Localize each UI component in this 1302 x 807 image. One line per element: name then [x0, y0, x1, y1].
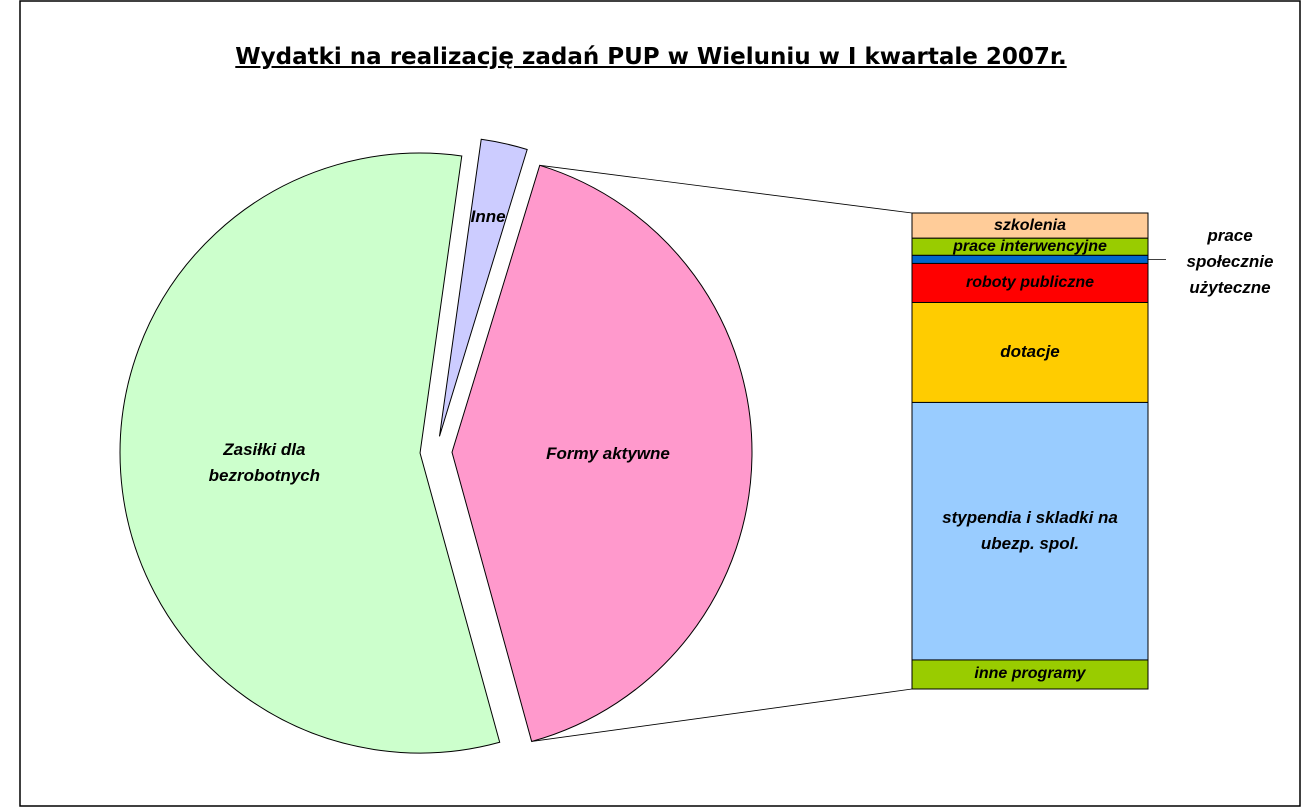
data-label: Inne	[470, 206, 506, 226]
data-label: stypendia i skladki na ubezp. spol.	[942, 508, 1118, 554]
data-label: prace interwencyjne	[953, 237, 1107, 255]
bar-segment	[911, 301, 1149, 403]
connector	[531, 688, 913, 742]
data-label: Formy aktywne	[546, 444, 670, 464]
data-label: roboty publiczne	[966, 273, 1094, 291]
frame	[19, 0, 1301, 807]
bar-segment	[911, 212, 1149, 239]
data-label: szkolenia	[993, 216, 1067, 234]
bar-segment	[911, 401, 1149, 661]
pie-slice	[451, 164, 753, 743]
data-label: inne programy	[974, 665, 1086, 683]
pie-slice	[119, 152, 501, 754]
bar-segment	[911, 262, 1149, 303]
connector	[539, 164, 913, 214]
bar-segment	[911, 659, 1149, 690]
chart-title: Wydatki na realizację zadań PUP w Wielun…	[235, 44, 1067, 70]
bar-segment	[911, 254, 1149, 264]
pie-slice	[438, 138, 528, 437]
data-label: prace społecznie użyteczne	[1186, 226, 1274, 298]
data-label: Zasiłki dla bezrobotnych	[208, 440, 321, 486]
data-label: dotacje	[1000, 342, 1060, 362]
